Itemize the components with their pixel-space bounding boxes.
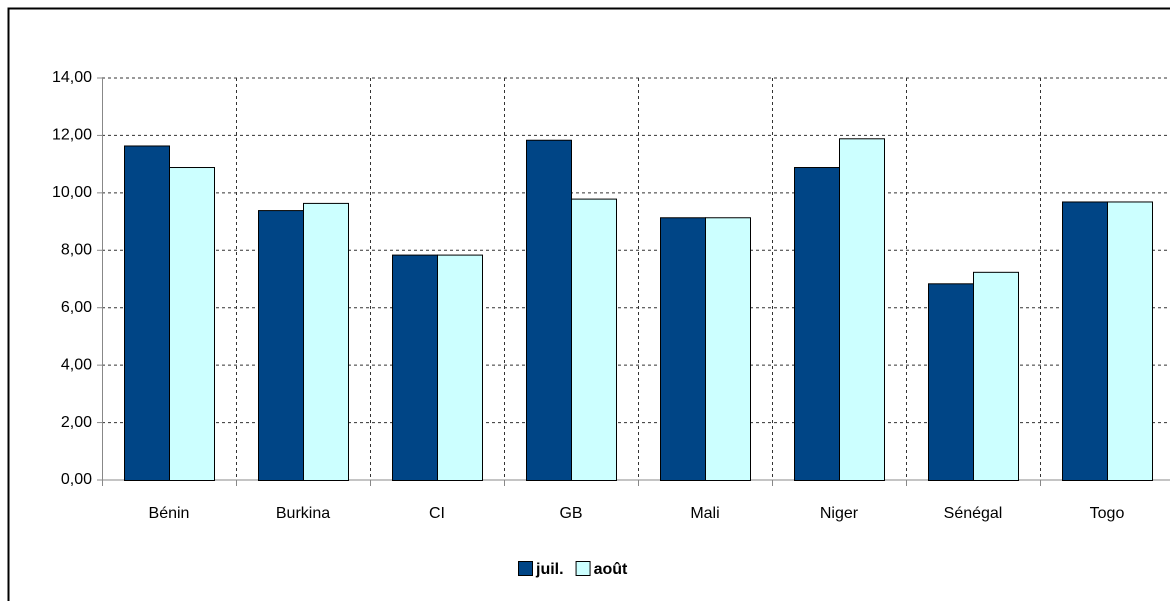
bar [660, 217, 706, 481]
bar [973, 271, 1019, 482]
y-tick-label: 2,00 [61, 414, 92, 431]
y-tick-label: 8,00 [61, 242, 92, 259]
bar [258, 210, 304, 481]
x-tick-label: Sénégal [944, 505, 1003, 522]
bar [571, 198, 617, 481]
x-tick-label: Mali [690, 505, 719, 522]
y-tick-label: 0,00 [61, 471, 92, 488]
y-tick-label: 6,00 [61, 299, 92, 316]
y-tick-label: 14,00 [52, 69, 92, 86]
bar [1107, 201, 1153, 481]
bar [437, 254, 483, 481]
x-tick-label: GB [559, 505, 582, 522]
legend-label: juil. [535, 561, 564, 578]
y-tick-label: 4,00 [61, 356, 92, 373]
x-tick-label: Bénin [149, 505, 190, 522]
legend-swatch [575, 561, 591, 576]
bar [839, 138, 885, 482]
x-tick-label: Togo [1090, 505, 1125, 522]
y-tick-label: 10,00 [52, 184, 92, 201]
bar [169, 167, 215, 481]
bar [392, 254, 438, 481]
bar [303, 202, 349, 482]
bar [526, 139, 572, 481]
x-tick-label: Niger [820, 505, 859, 522]
x-tick-label: Burkina [276, 505, 330, 522]
legend-swatch [518, 561, 533, 576]
bar [1062, 201, 1108, 481]
y-tick-label: 12,00 [52, 127, 92, 144]
bar [705, 217, 751, 481]
x-tick-label: CI [429, 505, 445, 522]
bar [928, 283, 974, 481]
bar [794, 167, 840, 481]
legend-label: août [594, 561, 628, 578]
bar [124, 145, 170, 481]
